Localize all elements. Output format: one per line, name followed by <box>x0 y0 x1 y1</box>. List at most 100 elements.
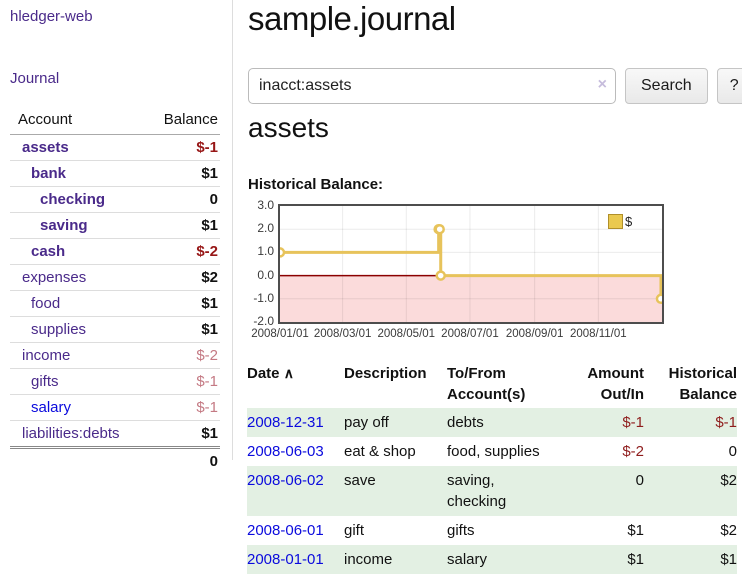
y-axis-tick-label: 3.0 <box>257 198 274 212</box>
transaction-balance: $1 <box>720 551 737 568</box>
account-link[interactable]: assets <box>22 139 69 156</box>
historical-balance-chart: $ 3.0 2.0 1.0 0.0 -1.0 -2.0 2008/01/01 2008/03/… <box>248 198 688 348</box>
account-balance: $-1 <box>142 368 220 395</box>
transaction-date-link[interactable]: 2008-12-31 <box>247 414 324 431</box>
transaction-description: save <box>344 472 376 489</box>
account-balance: 0 <box>142 186 220 213</box>
account-link[interactable]: food <box>31 295 61 312</box>
sidebar-item-journal[interactable]: Journal <box>10 70 60 87</box>
account-row: cash $-2 <box>10 238 220 265</box>
account-balance: $1 <box>142 160 220 187</box>
total-balance: 0 <box>142 446 220 474</box>
x-axis-tick-label: 2008/03/01 <box>313 328 372 340</box>
account-column-header: Account <box>10 106 143 135</box>
accounts-column-header: To/From Account(s) <box>447 365 526 403</box>
transaction-amount: 0 <box>635 472 644 489</box>
y-axis-tick-label: -1.0 <box>253 290 274 305</box>
transaction-row: 2008-06-01 gift gifts $1 $2 <box>247 516 737 545</box>
transaction-amount: $1 <box>627 522 644 539</box>
transaction-description: eat & shop <box>344 443 416 460</box>
account-row: liabilities:debts $1 <box>10 420 220 448</box>
account-link[interactable]: liabilities:debts <box>22 425 120 442</box>
transaction-description: pay off <box>344 414 389 431</box>
account-link[interactable]: income <box>22 347 71 364</box>
search-box: × <box>248 68 616 104</box>
account-link[interactable]: supplies <box>31 321 87 338</box>
account-row: bank $1 <box>10 160 220 187</box>
transaction-balance: $2 <box>720 472 737 489</box>
transaction-row: 2008-06-03 eat & shop food, supplies $-2 0 <box>247 437 737 466</box>
account-link[interactable]: checking <box>40 191 106 208</box>
transaction-balance: $-1 <box>715 414 737 431</box>
account-balance: $1 <box>142 290 220 317</box>
account-link[interactable]: cash <box>31 243 66 260</box>
account-row: income $-2 <box>10 342 220 369</box>
total-spacer <box>10 446 143 474</box>
chart-legend: $ <box>608 214 632 229</box>
account-balance: $-1 <box>142 394 220 421</box>
help-button[interactable]: ? <box>716 68 742 104</box>
legend-swatch <box>608 214 623 229</box>
account-balance: $-2 <box>142 342 220 369</box>
account-row: salary $-1 <box>10 394 220 421</box>
register-header-row: Date ∧ Description To/From Account(s) Am… <box>247 360 737 408</box>
transaction-row: 2008-01-01 income salary $1 $1 <box>247 545 737 574</box>
transaction-date-link[interactable]: 2008-06-02 <box>247 472 324 489</box>
x-axis-tick-label: 2008/11/01 <box>569 328 627 340</box>
page-title: sample.journal <box>248 0 456 37</box>
transaction-description: gift <box>344 522 365 539</box>
transaction-accounts: saving, checking <box>447 472 507 510</box>
transaction-accounts: food, supplies <box>447 443 540 460</box>
legend-label: $ <box>625 214 633 229</box>
balance-column-header: Balance <box>142 106 220 135</box>
account-row: expenses $2 <box>10 264 220 291</box>
description-column-header: Description <box>344 365 427 382</box>
transaction-balance: $2 <box>720 522 737 539</box>
account-link[interactable]: salary <box>31 399 72 416</box>
brand-link[interactable]: hledger-web <box>10 8 93 25</box>
transaction-date-link[interactable]: 2008-06-01 <box>247 522 324 539</box>
chart-canvas <box>280 206 662 322</box>
date-column-header[interactable]: Date ∧ <box>247 365 294 382</box>
transaction-description: income <box>344 551 393 568</box>
chart-plot-area <box>278 204 664 324</box>
account-balance: $1 <box>142 420 220 448</box>
account-balance: $2 <box>142 264 220 291</box>
transaction-date-link[interactable]: 2008-06-03 <box>247 443 324 460</box>
account-link[interactable]: bank <box>31 165 67 182</box>
search-button[interactable]: Search <box>625 68 708 104</box>
transaction-accounts: gifts <box>447 522 475 539</box>
account-heading: assets <box>248 112 329 143</box>
register-table-body: 2008-12-31 pay off debts $-1 $-1 2008-06-03 ea… <box>247 408 737 574</box>
y-axis-tick-label: 2.0 <box>257 221 274 236</box>
account-balance: $-2 <box>142 238 220 265</box>
account-row: checking 0 <box>10 186 220 213</box>
clear-search-icon[interactable]: × <box>597 76 607 93</box>
account-balance: $1 <box>142 212 220 239</box>
account-balance: $1 <box>142 316 220 343</box>
register-table: Date ∧ Description To/From Account(s) Am… <box>247 360 737 574</box>
transaction-date-link[interactable]: 2008-01-01 <box>247 551 324 568</box>
chart-title: Historical Balance: <box>248 176 384 193</box>
y-axis-tick-label: 0.0 <box>257 267 274 282</box>
account-link[interactable]: saving <box>40 217 88 234</box>
search-input[interactable] <box>248 68 616 104</box>
transaction-amount: $-1 <box>622 414 644 431</box>
account-total-row: 0 <box>10 446 220 474</box>
transaction-row: 2008-06-02 save saving, checking 0 $2 <box>247 466 737 516</box>
account-link[interactable]: expenses <box>22 269 87 286</box>
account-row: supplies $1 <box>10 316 220 343</box>
transaction-balance: 0 <box>728 443 737 460</box>
amount-column-header: Amount Out/In <box>587 365 644 403</box>
transaction-amount: $1 <box>627 551 644 568</box>
account-link[interactable]: gifts <box>31 373 59 390</box>
transaction-accounts: salary <box>447 551 488 568</box>
account-row: assets $-1 <box>10 134 220 161</box>
account-table-header: Account Balance <box>10 106 220 135</box>
account-row: food $1 <box>10 290 220 317</box>
x-axis-tick-label: 2008/09/01 <box>505 328 564 340</box>
account-balance: $-1 <box>142 134 220 161</box>
x-axis-tick-label: 2008/07/01 <box>441 328 499 340</box>
sort-caret-up-icon: ∧ <box>283 365 294 381</box>
search-form: × Search ? <box>248 68 742 104</box>
